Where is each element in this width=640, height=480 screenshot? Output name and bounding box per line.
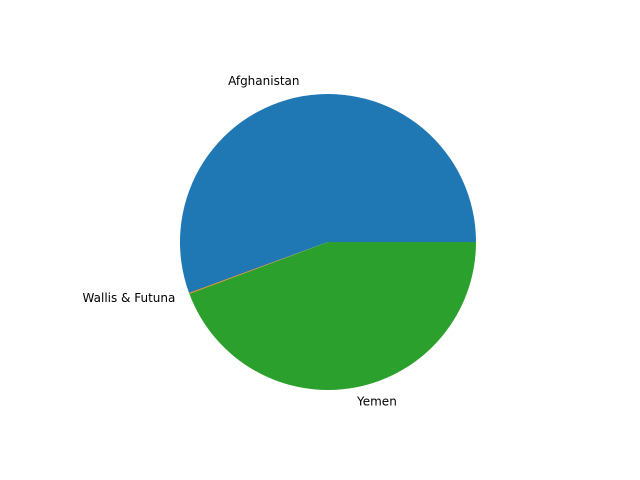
pie-label-0: Afghanistan: [228, 74, 299, 88]
pie-label-2: Yemen: [356, 395, 397, 409]
pie-slices: [180, 93, 477, 391]
pie-slice-2: [189, 242, 476, 391]
pie-slice-0: [180, 93, 477, 294]
pie-slice-1: [189, 242, 328, 294]
pie-labels: Afghanistan Wallis & Futuna Yemen: [83, 74, 397, 408]
pie-label-1: Wallis & Futuna: [83, 291, 176, 305]
